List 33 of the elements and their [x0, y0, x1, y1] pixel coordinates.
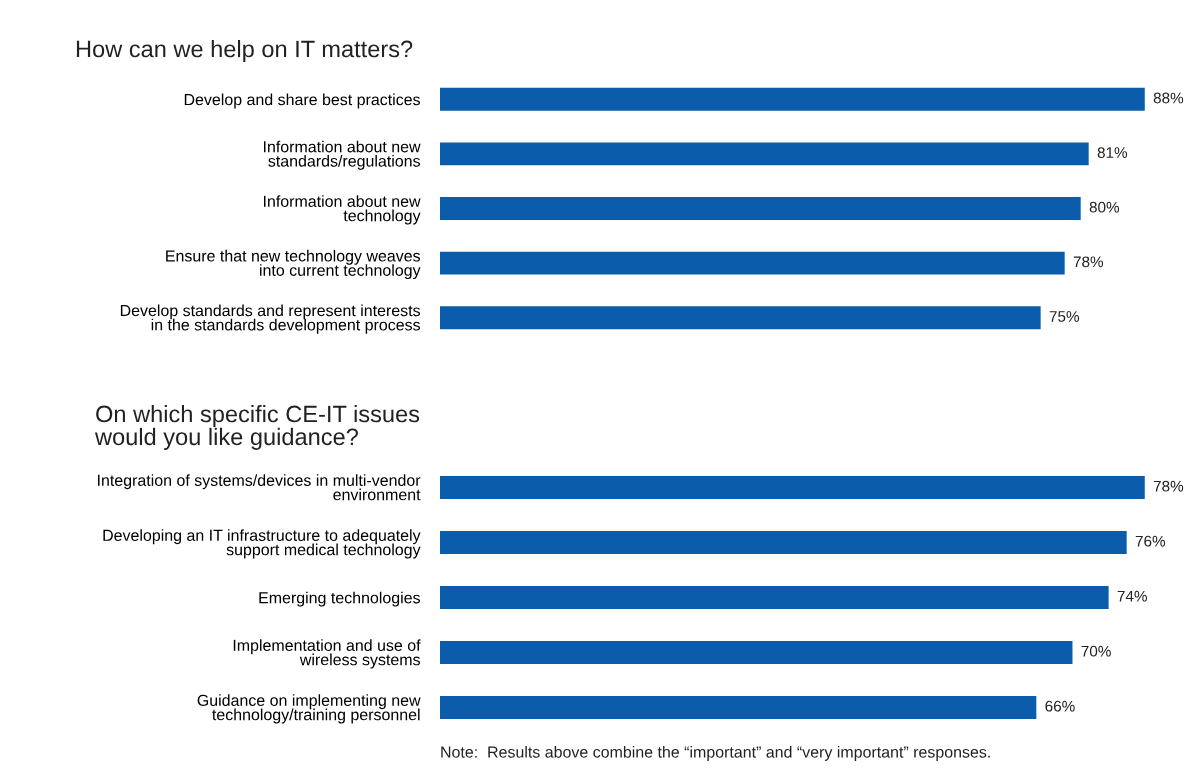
- text: How can we help on IT matters?: [76, 40, 413, 63]
- data-label: 76%: [1135, 535, 1166, 547]
- y-tick-label: Ensure that new technology weaves into current technology: [166, 249, 421, 280]
- y-tick-label: Emerging technologies: [259, 591, 420, 607]
- y-tick-label: Develop standards and represent interests in the standards development process: [120, 304, 420, 334]
- bar: [440, 530, 1127, 555]
- y-tick-label: Develop and share best practices: [184, 93, 420, 109]
- text: Note: Results above combine the “important” and “very important” responses.: [441, 746, 990, 761]
- y-tick-label: Guidance on implementing new technology/training personnel: [197, 694, 421, 724]
- y-tick-label: Developing an IT infrastructure to adequately support medical technology: [103, 529, 421, 559]
- y-tick-label: Information about new technology: [264, 195, 421, 225]
- data-label: 80%: [1089, 201, 1120, 213]
- bar: [440, 640, 1073, 665]
- bar: [440, 142, 1089, 166]
- bar: [440, 197, 1081, 220]
- data-label: 78%: [1153, 480, 1184, 492]
- y-tick-label: Information about new standards/regulations: [264, 140, 421, 170]
- data-label: 75%: [1049, 311, 1080, 322]
- y-tick-label: Implementation and use of wireless systems: [233, 639, 421, 669]
- bar: [440, 251, 1065, 275]
- bar: [440, 306, 1041, 330]
- data-label: 74%: [1117, 590, 1147, 602]
- data-label: 70%: [1081, 645, 1111, 657]
- bar: [440, 585, 1109, 610]
- chart-title: On which specific CE-IT issues would you like guidance?: [94, 405, 420, 450]
- data-label: 88%: [1153, 92, 1184, 104]
- bar: [440, 475, 1145, 500]
- data-label: 81%: [1097, 147, 1128, 158]
- bar: [440, 87, 1145, 111]
- bar: [440, 695, 1037, 720]
- data-label: 66%: [1045, 700, 1075, 712]
- y-tick-label: Integration of systems/devices in multi-vendor environment: [98, 474, 421, 501]
- data-label: 78%: [1073, 256, 1104, 268]
